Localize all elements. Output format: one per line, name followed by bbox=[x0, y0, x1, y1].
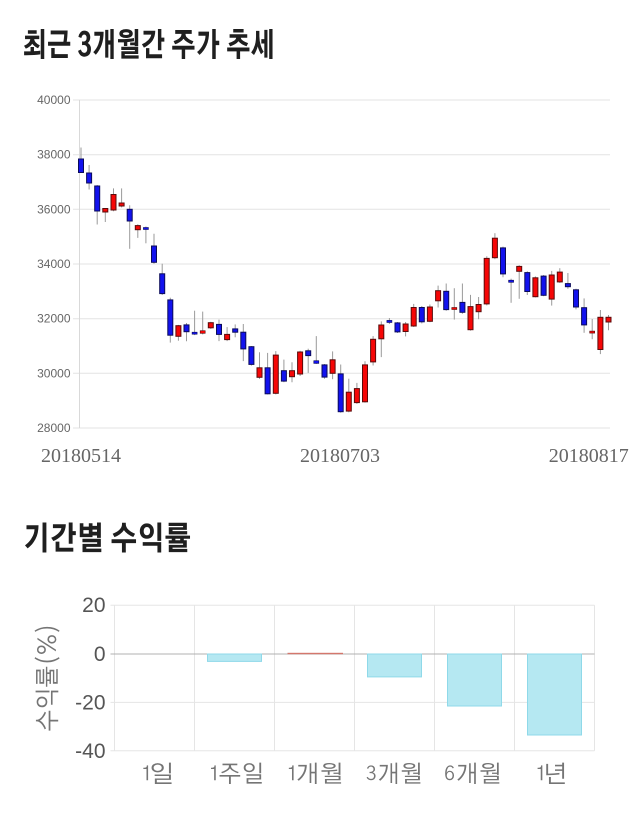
svg-text:38000: 38000 bbox=[37, 148, 71, 162]
svg-text:-20: -20 bbox=[75, 691, 105, 714]
svg-text:36000: 36000 bbox=[37, 202, 71, 216]
svg-text:-40: -40 bbox=[75, 740, 105, 763]
svg-text:32000: 32000 bbox=[37, 312, 71, 326]
svg-text:34000: 34000 bbox=[37, 257, 71, 271]
svg-text:20180817: 20180817 bbox=[549, 445, 629, 467]
svg-text:30000: 30000 bbox=[37, 366, 71, 380]
svg-text:0: 0 bbox=[94, 643, 106, 666]
svg-text:20180703: 20180703 bbox=[300, 445, 380, 467]
svg-text:28000: 28000 bbox=[37, 421, 71, 435]
svg-text:20: 20 bbox=[82, 594, 105, 617]
svg-text:40000: 40000 bbox=[37, 93, 71, 107]
svg-text:20180514: 20180514 bbox=[41, 445, 121, 467]
